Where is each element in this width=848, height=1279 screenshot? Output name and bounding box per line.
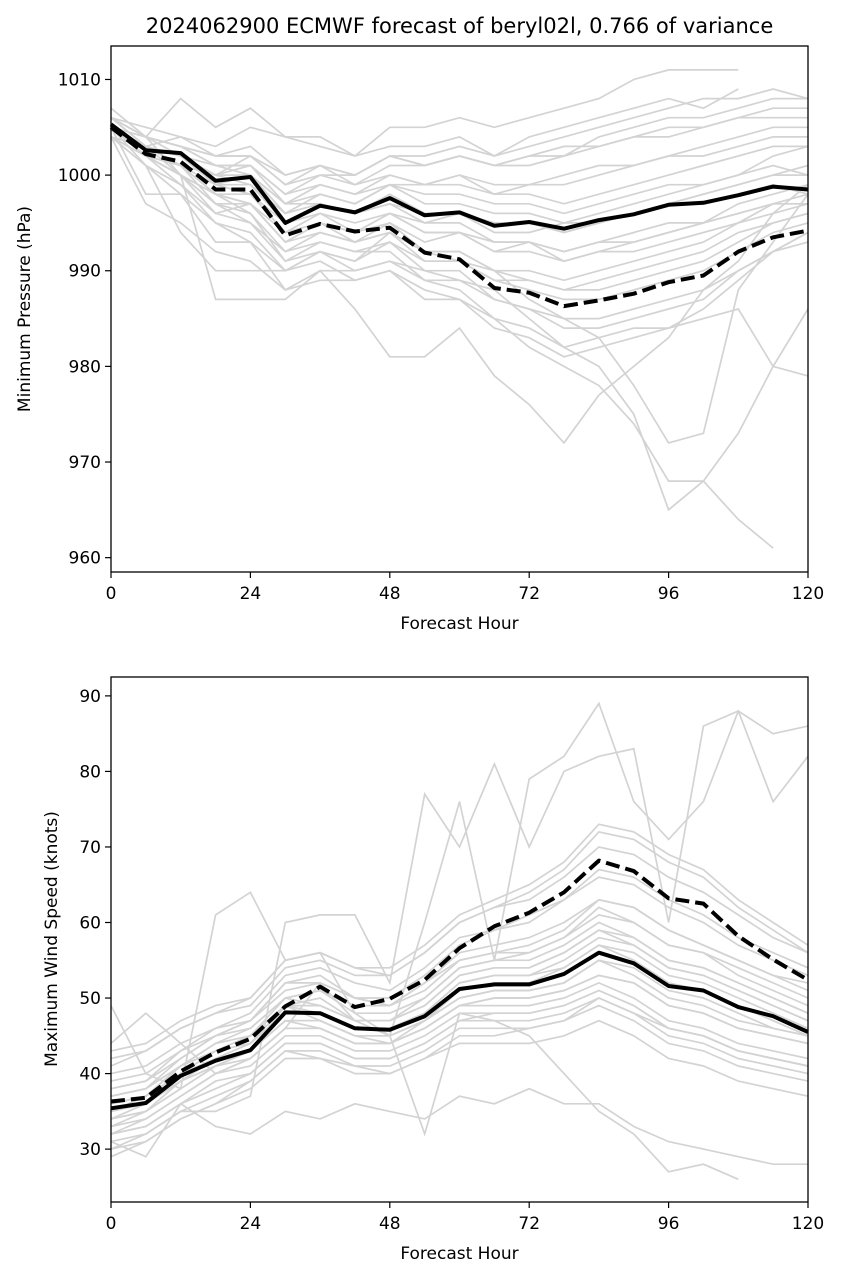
wind-y-tick-label: 30: [79, 1140, 101, 1160]
pressure-ensemble-member-26: [110, 88, 809, 177]
wind-x-tick-label: 96: [658, 1214, 680, 1234]
pressure-x-tick-label: 120: [792, 584, 824, 604]
wind-y-tick-label: 50: [79, 989, 101, 1009]
wind-deterministic-line: [110, 858, 810, 1104]
pressure-y-tick-label: 970: [69, 453, 101, 473]
wind-y-tick-label: 90: [79, 687, 101, 707]
wind-x-tick-label: 48: [379, 1214, 401, 1234]
wind-x-tick-label: 24: [240, 1214, 262, 1234]
pressure-y-axis-label: Minimum Pressure (hPa): [15, 206, 35, 412]
wind-plot-frame: [110, 676, 809, 1203]
wind-ensemble-member-3: [110, 944, 809, 1120]
wind-ensemble-lines: [110, 701, 809, 1181]
pressure-ensemble-member-17: [110, 136, 809, 329]
pressure-mean-line: [109, 122, 809, 231]
pressure-ensemble-member-11: [110, 126, 774, 549]
pressure-ensemble-member-18: [110, 97, 808, 186]
pressure-ensemble-member-23: [110, 126, 809, 263]
wind-ensemble-member-28: [110, 959, 809, 1113]
pressure-x-axis-label: Forecast Hour: [400, 614, 518, 634]
pressure-ensemble-member-8: [110, 107, 809, 445]
wind-y-ticks: 30 40 50 60 70 80 90: [79, 687, 111, 1160]
pressure-ensemble-member-25: [110, 126, 808, 205]
wind-ensemble-member-15: [110, 868, 809, 1075]
wind-y-tick-label: 60: [79, 914, 101, 934]
chart-title: 2024062900 ECMWF forecast of beryl02l, 0…: [146, 14, 774, 38]
pressure-ensemble-member-6: [110, 126, 809, 215]
pressure-ensemble-member-22: [110, 116, 808, 205]
wind-ensemble-member-18: [110, 944, 809, 1113]
wind-ensemble-member-19: [110, 1004, 809, 1143]
pressure-deterministic-line: [109, 125, 809, 309]
wind-y-axis-label: Maximum Wind Speed (knots): [42, 811, 62, 1067]
pressure-key-lines: [109, 122, 809, 309]
pressure-ensemble-lines: [110, 69, 809, 549]
wind-ensemble-member-1: [110, 701, 809, 1090]
wind-ensemble-member-21: [110, 929, 809, 1105]
pressure-ensemble-member-1: [110, 69, 739, 158]
wind-ensemble-member-20: [110, 846, 809, 1060]
pressure-y-tick-label: 990: [69, 262, 101, 282]
wind-ensemble-member-2: [110, 709, 809, 1150]
wind-ensemble-member-26: [110, 1019, 809, 1150]
pressure-y-tick-label: 960: [69, 549, 101, 569]
wind-y-tick-label: 40: [79, 1065, 101, 1085]
pressure-x-ticks: 0 24 48 72 96 120: [106, 572, 824, 604]
wind-ensemble-member-24: [110, 974, 809, 1120]
pressure-panel: 2024062900 ECMWF forecast of beryl02l, 0…: [15, 14, 824, 634]
wind-x-tick-label: 0: [106, 1214, 117, 1234]
pressure-x-tick-label: 24: [240, 584, 262, 604]
wind-ensemble-member-29: [110, 823, 809, 1052]
pressure-plot-frame: [110, 45, 809, 573]
wind-x-axis-label: Forecast Hour: [400, 1244, 518, 1264]
pressure-ensemble-member-27: [110, 126, 809, 282]
pressure-ensemble-member-4: [110, 126, 809, 291]
pressure-y-ticks: 960 970 980 990 1000 1010: [58, 70, 111, 569]
pressure-y-tick-label: 1010: [58, 70, 101, 90]
pressure-x-tick-label: 96: [658, 584, 680, 604]
pressure-ensemble-member-20: [110, 116, 809, 224]
pressure-ensemble-member-30: [110, 116, 808, 186]
pressure-x-tick-label: 0: [106, 584, 117, 604]
wind-ensemble-member-11: [110, 876, 809, 1090]
wind-ensemble-member-23: [110, 898, 809, 1090]
pressure-ensemble-member-10: [110, 136, 809, 482]
wind-ensemble-member-25: [110, 913, 809, 1082]
wind-ensemble-member-8: [110, 1087, 808, 1166]
wind-x-tick-label: 72: [518, 1214, 540, 1234]
pressure-ensemble-member-12: [110, 88, 739, 157]
pressure-ensemble-member-16: [110, 126, 809, 291]
pressure-x-tick-label: 72: [518, 584, 540, 604]
wind-y-tick-label: 80: [79, 762, 101, 782]
pressure-x-tick-label: 48: [379, 584, 401, 604]
pressure-y-tick-label: 980: [69, 357, 101, 377]
pressure-ensemble-member-19: [110, 136, 809, 253]
wind-panel: 0 24 48 72 96 120 30 40 50 60 70 80 90 Forecast Hou…: [42, 676, 824, 1264]
pressure-y-tick-label: 1000: [58, 166, 101, 186]
pressure-ensemble-member-24: [110, 136, 809, 320]
pressure-ensemble-member-21: [110, 126, 809, 377]
wind-x-tick-label: 120: [792, 1214, 824, 1234]
wind-ensemble-member-6: [110, 997, 809, 1158]
wind-x-ticks: 0 24 48 72 96 120: [106, 1202, 824, 1234]
wind-mean-line: [110, 950, 809, 1111]
wind-y-tick-label: 70: [79, 838, 101, 858]
wind-ensemble-member-4: [110, 974, 809, 1135]
wind-ensemble-member-30: [110, 989, 809, 1135]
wind-key-lines: [110, 858, 810, 1111]
